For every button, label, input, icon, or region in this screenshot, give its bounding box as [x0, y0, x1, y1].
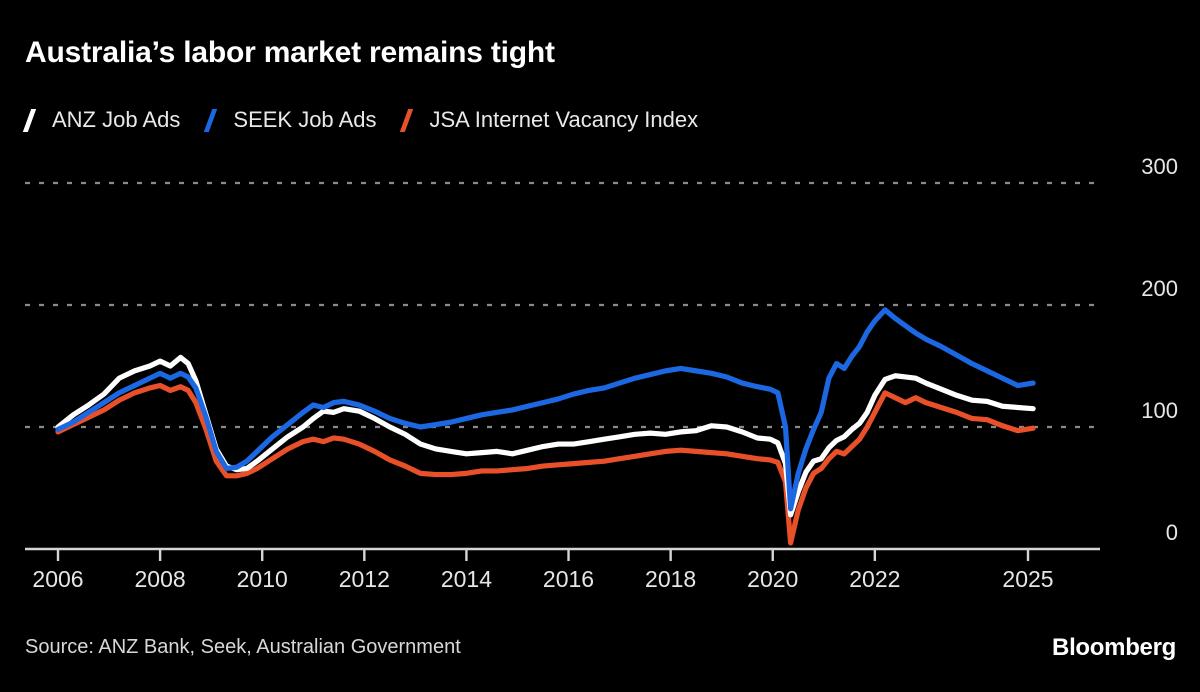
source-note: Source: ANZ Bank, Seek, Australian Gover…: [25, 636, 461, 658]
x-axis-label-2006: 2006: [32, 566, 84, 592]
x-axis-label-2020: 2020: [747, 566, 799, 592]
legend-item-seek[interactable]: SEEK Job Ads: [204, 107, 377, 133]
bloomberg-logo: Bloomberg: [1052, 634, 1176, 661]
x-axis-label-2025: 2025: [1002, 566, 1054, 592]
legend-item-anz[interactable]: ANZ Job Ads: [22, 107, 181, 133]
series-line-seek-job-ads: [55, 307, 1036, 512]
legend-label-jsa: JSA Internet Vacancy Index: [429, 107, 699, 132]
x-axis-label-2022: 2022: [849, 566, 901, 592]
series-line-jsa-internet-vacancy-index: [55, 382, 1036, 546]
x-axis-label-2010: 2010: [236, 566, 288, 592]
x-axis-label-2014: 2014: [440, 566, 492, 592]
y-axis-label-100: 100: [1141, 398, 1178, 423]
x-axis-label-2008: 2008: [134, 566, 186, 592]
x-axis-label-2012: 2012: [338, 566, 390, 592]
y-axis-label-200: 200: [1141, 276, 1178, 301]
chart-legend: ANZ Job Ads SEEK Job Ads JSA Internet Va…: [22, 105, 724, 135]
legend-item-jsa[interactable]: JSA Internet Vacancy Index: [400, 107, 699, 133]
page-title: Australia’s labor market remains tight: [25, 36, 555, 69]
y-axis-label-300: 300: [1141, 154, 1178, 179]
x-axis-label-2016: 2016: [542, 566, 595, 592]
series-line-anz-job-ads: [55, 354, 1036, 518]
x-axis-label-2018: 2018: [645, 566, 697, 592]
legend-label-seek: SEEK Job Ads: [233, 107, 377, 132]
y-axis-label-0: 0: [1165, 520, 1178, 545]
legend-label-anz: ANZ Job Ads: [52, 107, 181, 132]
